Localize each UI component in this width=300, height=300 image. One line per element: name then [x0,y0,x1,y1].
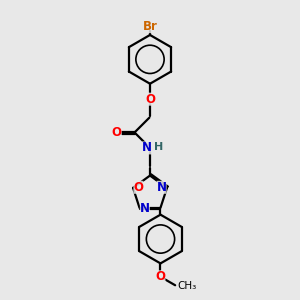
Text: H: H [154,142,163,152]
Text: O: O [134,181,143,194]
Text: N: N [157,181,166,194]
Text: CH₃: CH₃ [177,281,197,291]
Text: O: O [145,93,155,106]
Text: N: N [142,141,152,154]
Text: O: O [112,126,122,139]
Text: Br: Br [142,20,158,33]
Text: N: N [140,202,150,215]
Text: O: O [155,270,166,283]
